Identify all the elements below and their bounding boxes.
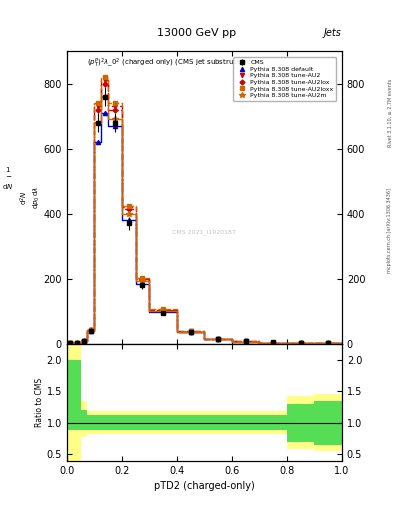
Pythia 8.308 tune-AU2lox	[271, 340, 275, 346]
Pythia 8.308 tune-AU2	[102, 77, 107, 83]
Pythia 8.308 default	[298, 340, 303, 346]
Pythia 8.308 tune-AU2	[216, 335, 220, 342]
Text: Rivet 3.1.10, ≥ 2.7M events: Rivet 3.1.10, ≥ 2.7M events	[387, 78, 392, 147]
Legend: CMS, Pythia 8.308 default, Pythia 8.308 tune-AU2, Pythia 8.308 tune-AU2lox, Pyth: CMS, Pythia 8.308 default, Pythia 8.308 …	[233, 57, 336, 101]
Pythia 8.308 default	[216, 336, 220, 343]
Pythia 8.308 tune-AU2	[243, 338, 248, 345]
Pythia 8.308 tune-AU2	[298, 340, 303, 346]
Pythia 8.308 tune-AU2m	[326, 340, 331, 347]
Pythia 8.308 tune-AU2loxx	[326, 340, 331, 347]
Pythia 8.308 tune-AU2lox	[298, 340, 303, 346]
Pythia 8.308 tune-AU2m	[82, 338, 86, 344]
Pythia 8.308 tune-AU2	[140, 275, 145, 282]
Pythia 8.308 tune-AU2	[113, 103, 118, 110]
Line: Pythia 8.308 tune-AU2loxx: Pythia 8.308 tune-AU2loxx	[68, 75, 330, 345]
Pythia 8.308 tune-AU2m	[113, 116, 118, 122]
Pythia 8.308 tune-AU2loxx	[298, 340, 303, 346]
Y-axis label: $\mathrm{d}^2N$
$\mathrm{d}p_0\,\mathrm{d}\lambda$: $\mathrm{d}^2N$ $\mathrm{d}p_0\,\mathrm{…	[19, 186, 42, 209]
Line: Pythia 8.308 tune-AU2m: Pythia 8.308 tune-AU2m	[68, 94, 331, 346]
Text: 13000 GeV pp: 13000 GeV pp	[157, 28, 236, 38]
Pythia 8.308 tune-AU2lox	[216, 336, 220, 342]
Line: Pythia 8.308 tune-AU2lox: Pythia 8.308 tune-AU2lox	[68, 82, 330, 345]
Pythia 8.308 tune-AU2loxx	[75, 340, 79, 346]
Pythia 8.308 default	[127, 217, 131, 223]
Pythia 8.308 tune-AU2	[188, 328, 193, 334]
Pythia 8.308 default	[82, 338, 86, 344]
Pythia 8.308 tune-AU2lox	[95, 106, 100, 113]
Pythia 8.308 tune-AU2loxx	[113, 100, 118, 106]
Pythia 8.308 tune-AU2loxx	[188, 328, 193, 334]
Pythia 8.308 tune-AU2lox	[127, 206, 131, 212]
Pythia 8.308 tune-AU2loxx	[271, 340, 275, 346]
Pythia 8.308 tune-AU2loxx	[102, 74, 107, 80]
Pythia 8.308 default	[75, 340, 79, 346]
Pythia 8.308 tune-AU2m	[95, 120, 100, 126]
Pythia 8.308 tune-AU2m	[127, 210, 131, 217]
Pythia 8.308 tune-AU2	[161, 307, 165, 313]
Pythia 8.308 tune-AU2lox	[161, 307, 165, 313]
Pythia 8.308 tune-AU2	[88, 327, 93, 333]
Y-axis label: Ratio to CMS: Ratio to CMS	[35, 378, 44, 427]
Pythia 8.308 tune-AU2lox	[88, 327, 93, 333]
Pythia 8.308 tune-AU2m	[68, 340, 73, 346]
Pythia 8.308 default	[102, 110, 107, 116]
Pythia 8.308 default	[68, 340, 73, 346]
Pythia 8.308 tune-AU2m	[216, 336, 220, 342]
Pythia 8.308 tune-AU2m	[243, 339, 248, 345]
Pythia 8.308 default	[188, 329, 193, 335]
Pythia 8.308 default	[113, 123, 118, 129]
Text: 1
─
$\mathrm{d}N$: 1 ─ $\mathrm{d}N$	[2, 167, 14, 191]
Pythia 8.308 tune-AU2lox	[113, 106, 118, 113]
Text: mcplots.cern.ch [arXiv:1306.3436]: mcplots.cern.ch [arXiv:1306.3436]	[387, 188, 392, 273]
Pythia 8.308 tune-AU2m	[271, 340, 275, 346]
Pythia 8.308 tune-AU2lox	[68, 340, 73, 346]
Pythia 8.308 tune-AU2m	[140, 279, 145, 285]
Pythia 8.308 default	[271, 340, 275, 346]
Pythia 8.308 tune-AU2lox	[188, 329, 193, 335]
Line: Pythia 8.308 default: Pythia 8.308 default	[68, 111, 330, 346]
Pythia 8.308 tune-AU2loxx	[88, 327, 93, 333]
Pythia 8.308 tune-AU2lox	[243, 338, 248, 345]
Pythia 8.308 tune-AU2loxx	[216, 335, 220, 342]
Pythia 8.308 tune-AU2lox	[82, 338, 86, 344]
Pythia 8.308 default	[161, 309, 165, 315]
Pythia 8.308 tune-AU2	[75, 340, 79, 346]
Pythia 8.308 tune-AU2	[95, 103, 100, 110]
Pythia 8.308 tune-AU2m	[75, 340, 79, 346]
Text: Jets: Jets	[324, 28, 342, 38]
Pythia 8.308 default	[140, 281, 145, 287]
Pythia 8.308 default	[95, 139, 100, 145]
Pythia 8.308 tune-AU2m	[88, 328, 93, 334]
Pythia 8.308 tune-AU2lox	[326, 340, 331, 347]
Pythia 8.308 tune-AU2lox	[75, 340, 79, 346]
Pythia 8.308 tune-AU2m	[161, 308, 165, 314]
Pythia 8.308 tune-AU2m	[188, 329, 193, 335]
Line: Pythia 8.308 tune-AU2: Pythia 8.308 tune-AU2	[68, 78, 330, 346]
Pythia 8.308 tune-AU2m	[298, 340, 303, 346]
Pythia 8.308 tune-AU2loxx	[161, 306, 165, 312]
Pythia 8.308 tune-AU2loxx	[95, 100, 100, 106]
Pythia 8.308 tune-AU2	[127, 204, 131, 210]
Pythia 8.308 tune-AU2loxx	[127, 203, 131, 209]
Pythia 8.308 tune-AU2	[326, 340, 331, 347]
Pythia 8.308 tune-AU2loxx	[68, 340, 73, 346]
Pythia 8.308 tune-AU2loxx	[82, 338, 86, 344]
Pythia 8.308 tune-AU2	[271, 340, 275, 346]
Pythia 8.308 default	[326, 340, 331, 347]
X-axis label: pTD2 (charged-only): pTD2 (charged-only)	[154, 481, 255, 491]
Pythia 8.308 default	[88, 328, 93, 334]
Pythia 8.308 tune-AU2	[82, 338, 86, 344]
Pythia 8.308 tune-AU2m	[102, 94, 107, 100]
Pythia 8.308 tune-AU2loxx	[140, 275, 145, 281]
Pythia 8.308 tune-AU2loxx	[243, 338, 248, 345]
Pythia 8.308 tune-AU2lox	[140, 276, 145, 283]
Pythia 8.308 default	[243, 339, 248, 345]
Pythia 8.308 tune-AU2	[68, 340, 73, 346]
Text: $(p_T^P)^2\lambda\_0^2$ (charged only) (CMS jet substructure): $(p_T^P)^2\lambda\_0^2$ (charged only) (…	[87, 57, 255, 70]
Text: CMS 2021_I1920187: CMS 2021_I1920187	[173, 230, 236, 236]
Pythia 8.308 tune-AU2lox	[102, 80, 107, 87]
